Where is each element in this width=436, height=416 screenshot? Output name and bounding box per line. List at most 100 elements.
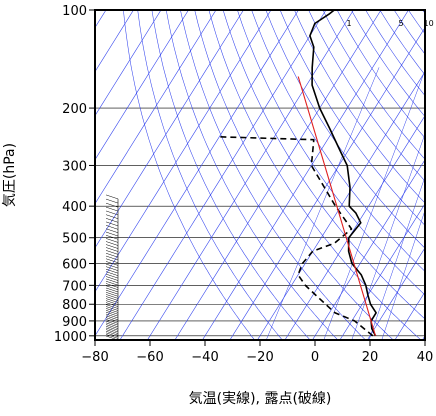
- wind-barb: [105, 202, 119, 208]
- isotherm-line: [174, 10, 382, 340]
- wind-barb: [105, 304, 119, 309]
- wind-barb: [105, 228, 119, 233]
- y-tick-label: 800: [62, 298, 87, 313]
- x-tick-label: −40: [191, 350, 218, 365]
- x-tick-label: 40: [417, 350, 434, 365]
- wind-barb: [105, 258, 119, 263]
- y-tick-label: 900: [62, 315, 87, 330]
- wind-barb: [105, 294, 119, 299]
- wind-barb: [105, 283, 119, 288]
- isotherm-line: [312, 159, 425, 340]
- dry-adiabat-line: [408, 10, 425, 35]
- wind-barb: [105, 322, 119, 328]
- wind-barb: [105, 263, 119, 269]
- dry-adiabat-line: [336, 10, 425, 139]
- wind-barb: [105, 300, 119, 305]
- wind-barb: [105, 278, 119, 284]
- plot-frame: [94, 9, 426, 341]
- wind-barb: [105, 324, 119, 329]
- wind-barb: [105, 218, 119, 223]
- wind-barb: [105, 238, 119, 243]
- isotherm-line: [95, 10, 299, 337]
- wind-barb: [105, 231, 119, 237]
- wind-barb: [105, 310, 119, 315]
- wind-barb: [105, 298, 119, 303]
- y-tick-label: 300: [62, 159, 87, 174]
- wind-barb: [105, 273, 119, 279]
- wind-barb: [105, 266, 119, 271]
- wind-barb: [105, 315, 119, 321]
- dry-adiabat-line: [222, 10, 425, 320]
- wind-barb: [105, 221, 119, 227]
- x-tick-label: 0: [311, 350, 319, 365]
- isotherm-line: [95, 10, 162, 117]
- mixing-ratio-line: [381, 209, 425, 340]
- isotherm-line: [95, 10, 244, 249]
- isotherm-line: [284, 115, 425, 340]
- wind-barb: [105, 327, 119, 333]
- dry-adiabat-line: [279, 10, 425, 226]
- x-tick-label: −20: [246, 350, 273, 365]
- dry-adiabat-line: [123, 10, 255, 340]
- wind-barb: [105, 287, 119, 293]
- y-tick-label: 600: [62, 258, 87, 273]
- wind-barb: [105, 285, 119, 290]
- isotherm-line: [202, 10, 409, 340]
- wind-barb: [105, 194, 119, 200]
- isotherm-line: [147, 10, 354, 340]
- wind-barb: [105, 306, 119, 311]
- dry-adiabat-line: [351, 10, 425, 117]
- y-tick-label: 100: [62, 4, 87, 19]
- mixing-ratio-line: [266, 67, 380, 340]
- dry-adiabat-line: [137, 10, 283, 340]
- series-line-solid-red: [297, 76, 377, 336]
- wind-barb: [105, 235, 119, 240]
- dry-adiabat-line: [208, 10, 422, 340]
- isotherm-line: [95, 10, 189, 161]
- isotherm-line: [119, 10, 327, 340]
- wind-barb: [105, 261, 119, 266]
- isotherm-line: [367, 247, 425, 340]
- dry-adiabat-line: [294, 10, 425, 204]
- wind-barb: [105, 198, 119, 204]
- dry-adiabat-line: [180, 10, 366, 340]
- dry-adiabat-line: [251, 10, 425, 272]
- dry-adiabat-line: [308, 10, 425, 182]
- wind-barb: [105, 334, 119, 339]
- wind-barb: [105, 320, 119, 326]
- wind-barb: [105, 313, 119, 319]
- dry-adiabat-line: [393, 10, 425, 55]
- y-tick-label: 200: [62, 102, 87, 117]
- wind-barb: [105, 317, 119, 322]
- wind-barb: [105, 206, 119, 212]
- wind-barb: [105, 311, 119, 317]
- wind-barb: [105, 271, 119, 276]
- wind-barb: [105, 292, 119, 297]
- mixing-ratio-label: 1: [347, 19, 352, 28]
- wind-barb: [105, 296, 119, 301]
- y-axis-title: 気圧(hPa): [2, 143, 18, 207]
- wind-barb: [105, 319, 119, 324]
- wind-barb: [105, 268, 119, 274]
- y-tick-label: 500: [62, 232, 87, 247]
- isotherm-line: [339, 203, 425, 340]
- x-tick-label: −60: [136, 350, 163, 365]
- wind-barb: [105, 329, 119, 334]
- x-tick-label: 20: [362, 350, 379, 365]
- y-tick-label: 400: [62, 200, 87, 215]
- isotherm-line: [95, 10, 134, 73]
- y-tick-label: 1000: [54, 330, 87, 345]
- y-tick-label: 700: [62, 279, 87, 294]
- mixing-ratio-line: [368, 176, 425, 340]
- wind-barb: [105, 326, 119, 331]
- wind-barb: [105, 241, 119, 246]
- mixing-ratio-label: 5: [399, 19, 404, 28]
- wind-barb: [105, 289, 119, 295]
- wind-barb: [105, 330, 119, 336]
- isotherm-line: [257, 71, 425, 340]
- wind-barb: [105, 225, 119, 230]
- mixing-ratio-line: [323, 69, 425, 340]
- wind-barb: [105, 332, 119, 338]
